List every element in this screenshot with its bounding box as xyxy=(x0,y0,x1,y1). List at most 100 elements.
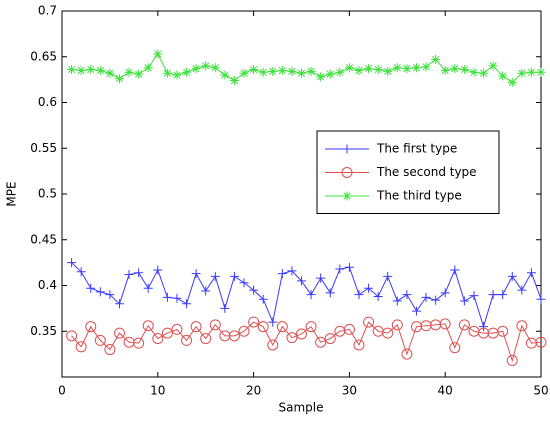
data-point xyxy=(172,70,182,80)
data-point xyxy=(200,333,212,345)
data-point xyxy=(105,68,115,78)
legend-marker xyxy=(341,167,353,178)
data-point xyxy=(343,323,355,335)
data-point xyxy=(134,69,144,79)
data-point xyxy=(373,291,383,301)
data-point xyxy=(268,66,278,76)
data-point xyxy=(316,273,326,283)
data-point xyxy=(95,65,105,75)
data-point xyxy=(113,327,125,339)
data-point xyxy=(498,290,508,300)
data-point xyxy=(257,321,269,333)
data-point xyxy=(161,327,173,339)
data-point xyxy=(162,68,172,78)
data-point xyxy=(364,283,374,293)
data-point xyxy=(469,67,479,77)
y-tick-label: 0.35 xyxy=(30,324,57,338)
legend-label: The third type xyxy=(376,189,462,203)
legend-label: The second type xyxy=(376,165,477,179)
legend-marker xyxy=(342,144,352,154)
data-point xyxy=(86,65,96,75)
data-point xyxy=(344,63,354,73)
data-point xyxy=(364,64,374,74)
data-point xyxy=(190,321,202,333)
data-point xyxy=(383,66,393,76)
data-point xyxy=(440,288,450,298)
data-point xyxy=(459,296,469,306)
data-point xyxy=(143,283,153,293)
data-point xyxy=(517,68,527,78)
data-point xyxy=(286,332,298,344)
data-point xyxy=(382,327,394,339)
data-point xyxy=(287,266,297,276)
x-tick-label: 20 xyxy=(246,384,261,398)
data-point xyxy=(210,63,220,73)
data-point xyxy=(431,54,441,64)
data-point xyxy=(401,348,413,360)
data-point xyxy=(134,268,144,278)
data-point xyxy=(421,62,431,72)
data-point xyxy=(181,334,193,346)
data-point xyxy=(248,316,260,328)
data-point xyxy=(287,66,297,76)
data-point xyxy=(258,294,268,304)
data-point xyxy=(391,319,403,331)
data-point xyxy=(431,295,441,305)
y-tick-label: 0.55 xyxy=(30,141,57,155)
y-tick-label: 0.6 xyxy=(38,95,57,109)
data-point xyxy=(105,290,115,300)
data-point xyxy=(335,264,345,274)
data-point xyxy=(344,262,354,272)
y-tick-label: 0.4 xyxy=(38,278,57,292)
data-point xyxy=(458,319,470,331)
data-point xyxy=(191,64,201,74)
y-axis-label: MPE xyxy=(5,181,19,206)
data-point xyxy=(469,291,479,301)
data-point xyxy=(249,65,259,75)
data-point xyxy=(535,336,547,348)
legend-marker xyxy=(342,191,352,201)
data-point xyxy=(229,76,239,86)
data-point xyxy=(76,65,86,75)
data-point xyxy=(114,299,124,309)
data-point xyxy=(276,321,288,333)
data-point xyxy=(76,267,86,277)
data-point xyxy=(201,61,211,71)
data-point xyxy=(249,285,259,295)
data-point xyxy=(124,270,134,280)
series-line xyxy=(71,262,542,329)
data-point xyxy=(479,322,489,332)
data-point xyxy=(316,72,326,82)
data-point xyxy=(449,342,461,354)
data-point xyxy=(142,320,154,332)
data-point xyxy=(479,68,489,78)
data-point xyxy=(411,306,421,316)
data-point xyxy=(172,293,182,303)
x-tick-label: 30 xyxy=(342,384,357,398)
data-point xyxy=(488,290,498,300)
data-point xyxy=(324,333,336,345)
y-tick-label: 0.65 xyxy=(30,49,57,63)
data-point xyxy=(507,271,517,281)
data-point xyxy=(94,334,106,346)
data-point xyxy=(258,67,268,77)
data-point xyxy=(440,65,450,75)
data-point xyxy=(296,328,307,340)
data-point xyxy=(383,271,393,281)
x-tick-label: 40 xyxy=(438,384,453,398)
data-point xyxy=(507,77,517,87)
data-point xyxy=(536,67,546,77)
y-tick-label: 0.7 xyxy=(38,4,57,18)
data-point xyxy=(373,65,383,75)
data-point xyxy=(402,290,412,300)
x-tick-label: 0 xyxy=(58,384,66,398)
data-point xyxy=(335,67,345,77)
data-point xyxy=(239,278,249,288)
x-axis-label: Sample xyxy=(279,401,324,415)
data-point xyxy=(402,64,412,74)
data-point xyxy=(75,341,87,353)
data-point xyxy=(162,292,172,302)
data-point xyxy=(238,325,250,337)
data-point xyxy=(450,64,460,74)
x-tick-label: 10 xyxy=(150,384,165,398)
